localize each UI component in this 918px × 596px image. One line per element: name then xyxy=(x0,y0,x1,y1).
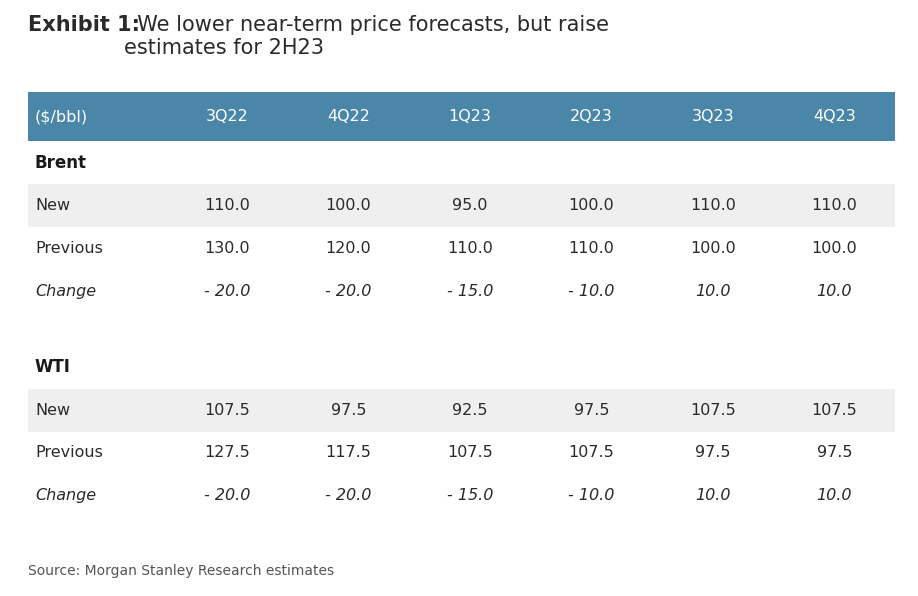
Text: 3Q22: 3Q22 xyxy=(206,109,248,125)
Text: Source: Morgan Stanley Research estimates: Source: Morgan Stanley Research estimate… xyxy=(28,564,333,578)
Text: 110.0: 110.0 xyxy=(204,198,250,213)
Text: 10.0: 10.0 xyxy=(816,284,852,299)
Text: 100.0: 100.0 xyxy=(568,198,614,213)
Text: Change: Change xyxy=(35,488,96,504)
Text: New: New xyxy=(35,198,70,213)
Text: 100.0: 100.0 xyxy=(325,198,371,213)
Text: - 10.0: - 10.0 xyxy=(568,488,614,504)
Text: 4Q23: 4Q23 xyxy=(813,109,856,125)
Text: 110.0: 110.0 xyxy=(812,198,857,213)
Text: ($/bbl): ($/bbl) xyxy=(35,109,88,125)
Text: - 20.0: - 20.0 xyxy=(325,488,372,504)
Text: 110.0: 110.0 xyxy=(568,241,614,256)
Text: 100.0: 100.0 xyxy=(812,241,857,256)
Text: - 20.0: - 20.0 xyxy=(204,488,250,504)
Text: - 20.0: - 20.0 xyxy=(325,284,372,299)
Text: 107.5: 107.5 xyxy=(690,402,735,418)
Text: - 15.0: - 15.0 xyxy=(446,284,493,299)
Text: 107.5: 107.5 xyxy=(568,445,614,461)
Text: 110.0: 110.0 xyxy=(447,241,493,256)
Text: Change: Change xyxy=(35,284,96,299)
Text: - 10.0: - 10.0 xyxy=(568,284,614,299)
Text: 127.5: 127.5 xyxy=(204,445,250,461)
Text: Previous: Previous xyxy=(35,241,103,256)
Text: 107.5: 107.5 xyxy=(447,445,493,461)
Text: We lower near-term price forecasts, but raise
estimates for 2H23: We lower near-term price forecasts, but … xyxy=(124,15,609,58)
Text: 107.5: 107.5 xyxy=(812,402,857,418)
Text: New: New xyxy=(35,402,70,418)
Text: - 15.0: - 15.0 xyxy=(446,488,493,504)
Text: 95.0: 95.0 xyxy=(452,198,487,213)
Text: 10.0: 10.0 xyxy=(695,488,731,504)
Text: 4Q22: 4Q22 xyxy=(327,109,370,125)
Text: 110.0: 110.0 xyxy=(689,198,735,213)
Text: 97.5: 97.5 xyxy=(330,402,366,418)
Text: - 20.0: - 20.0 xyxy=(204,284,250,299)
Text: 107.5: 107.5 xyxy=(204,402,250,418)
Text: 97.5: 97.5 xyxy=(816,445,852,461)
Text: 100.0: 100.0 xyxy=(690,241,735,256)
Text: 97.5: 97.5 xyxy=(695,445,731,461)
Text: 117.5: 117.5 xyxy=(325,445,371,461)
Text: Brent: Brent xyxy=(35,154,87,172)
Text: 120.0: 120.0 xyxy=(325,241,371,256)
Text: Exhibit 1:: Exhibit 1: xyxy=(28,15,140,35)
Text: 97.5: 97.5 xyxy=(574,402,609,418)
Text: 3Q23: 3Q23 xyxy=(691,109,734,125)
Text: 10.0: 10.0 xyxy=(695,284,731,299)
Text: WTI: WTI xyxy=(35,358,71,376)
Text: 1Q23: 1Q23 xyxy=(448,109,491,125)
Text: 130.0: 130.0 xyxy=(204,241,250,256)
Text: 10.0: 10.0 xyxy=(816,488,852,504)
Text: 2Q23: 2Q23 xyxy=(570,109,612,125)
Text: Previous: Previous xyxy=(35,445,103,461)
Text: 92.5: 92.5 xyxy=(452,402,487,418)
